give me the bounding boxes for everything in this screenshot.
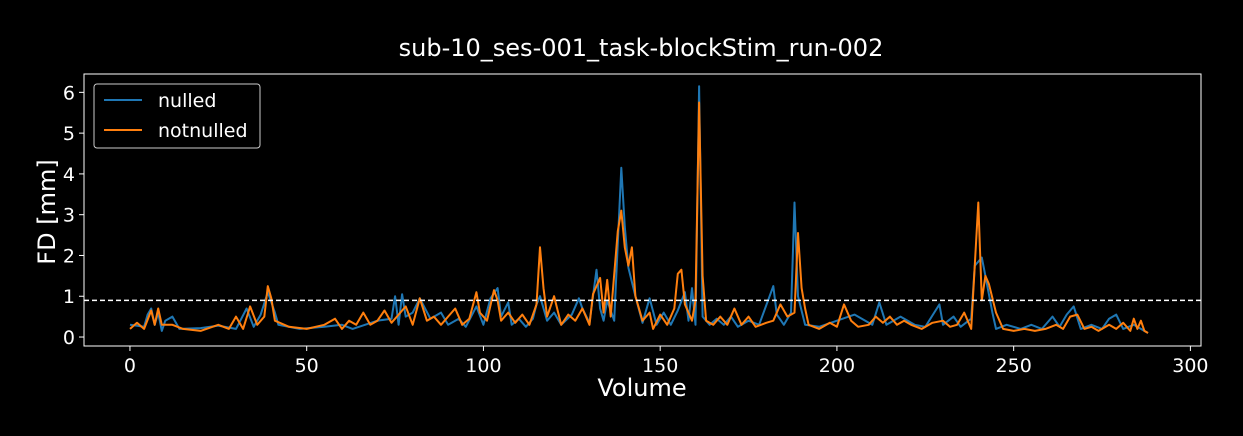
x-axis-label: Volume <box>597 374 686 402</box>
y-tick-label-1: 1 <box>63 286 75 308</box>
y-tick-label-0: 0 <box>63 327 75 349</box>
chart-title: sub-10_ses-001_task-blockStim_run-002 <box>399 34 884 62</box>
y-tick-label-3: 3 <box>63 205 75 227</box>
x-tick-label-0: 0 <box>124 355 136 377</box>
y-tick-label-2: 2 <box>63 245 75 267</box>
y-tick-label-6: 6 <box>63 82 75 104</box>
x-tick-label-50: 50 <box>295 355 319 377</box>
x-tick-label-150: 150 <box>642 355 678 377</box>
x-tick-label-100: 100 <box>465 355 501 377</box>
x-tick-label-250: 250 <box>996 355 1032 377</box>
y-tick-label-4: 4 <box>63 164 75 186</box>
legend: nulled notnulled <box>93 83 261 149</box>
legend-label-notnulled: notnulled <box>158 120 248 142</box>
y-tick-label-5: 5 <box>63 123 75 145</box>
legend-label-nulled: nulled <box>158 90 216 112</box>
plot-frame <box>83 73 1202 347</box>
series-line-notnulled <box>129 101 1149 334</box>
y-axis-label: FD [mm] <box>33 159 61 264</box>
plot-area <box>84 85 1201 334</box>
x-tick-label-300: 300 <box>1172 355 1208 377</box>
x-tick-label-200: 200 <box>819 355 855 377</box>
